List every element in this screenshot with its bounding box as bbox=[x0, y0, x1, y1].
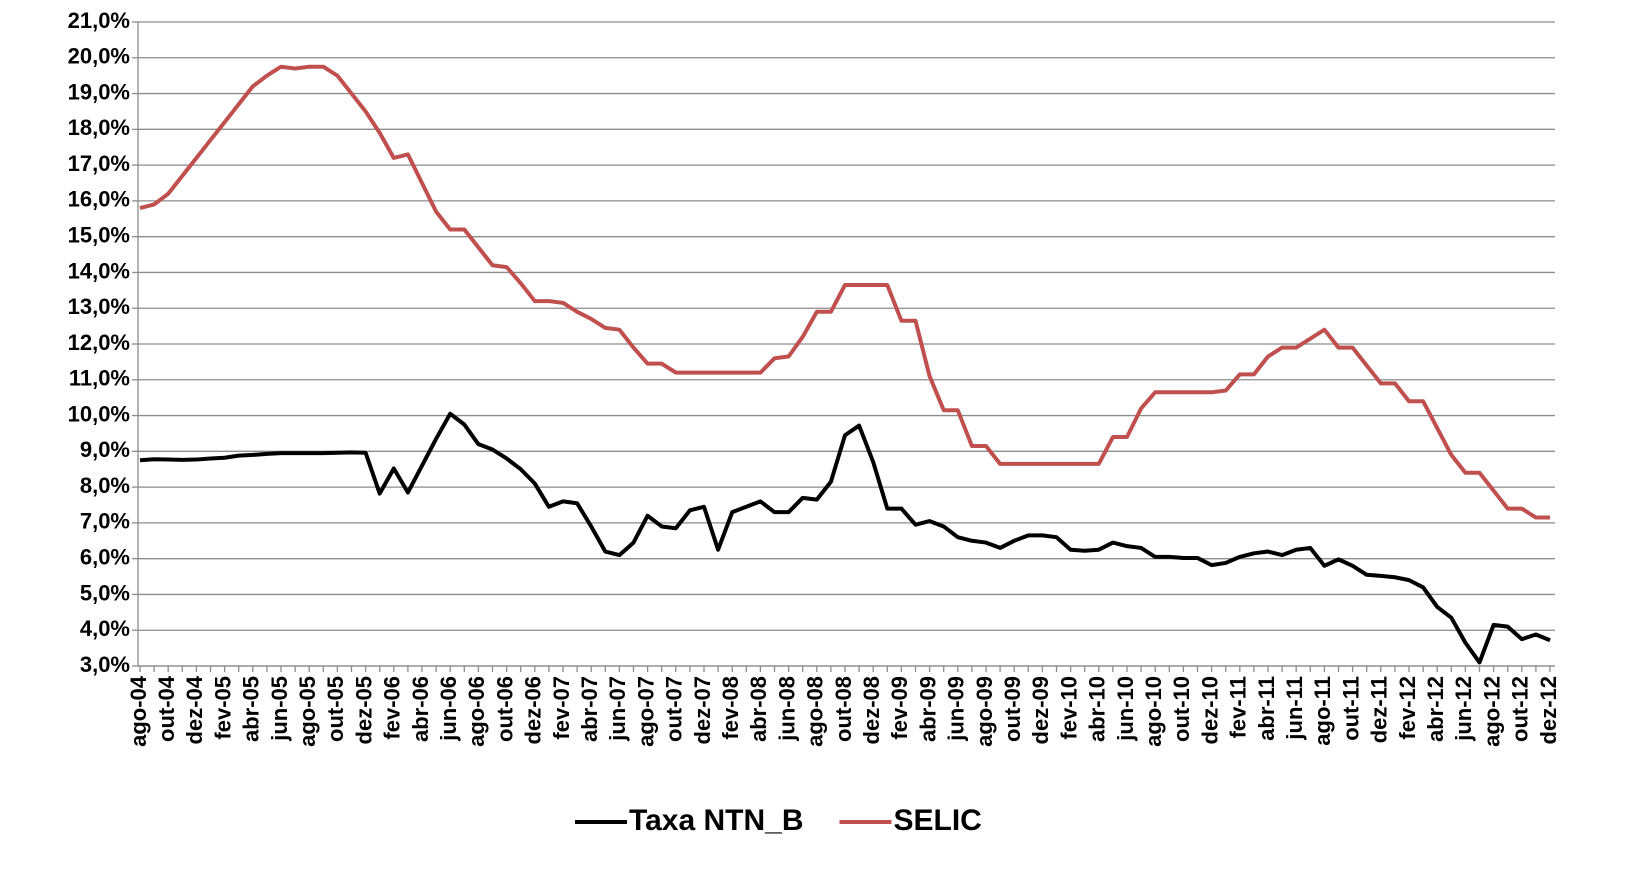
x-tick-label: out-07 bbox=[662, 676, 687, 742]
x-tick-label: jun-08 bbox=[774, 676, 799, 742]
y-tick-label: 14,0% bbox=[68, 258, 130, 283]
x-tick-label: abr-05 bbox=[239, 676, 264, 742]
x-tick-label: out-09 bbox=[1000, 676, 1025, 742]
x-tick-label: jun-12 bbox=[1451, 676, 1476, 742]
y-tick-label: 10,0% bbox=[68, 401, 130, 426]
y-tick-label: 4,0% bbox=[80, 616, 130, 641]
legend-label: SELIC bbox=[894, 804, 982, 837]
y-tick-label: 15,0% bbox=[68, 222, 130, 247]
x-tick-label: jun-06 bbox=[436, 676, 461, 742]
x-tick-label: ago-08 bbox=[803, 676, 828, 747]
y-tick-label: 19,0% bbox=[68, 79, 130, 104]
x-tick-label: fev-12 bbox=[1395, 676, 1420, 740]
y-tick-label: 5,0% bbox=[80, 580, 130, 605]
x-tick-label: ago-11 bbox=[1310, 676, 1335, 746]
y-tick-label: 17,0% bbox=[68, 151, 130, 176]
x-tick-label: abr-12 bbox=[1423, 676, 1448, 742]
x-tick-label: ago-07 bbox=[633, 676, 658, 747]
x-tick-label: abr-11 bbox=[1254, 676, 1279, 741]
x-tick-label: dez-12 bbox=[1536, 676, 1561, 744]
x-tick-label: dez-08 bbox=[859, 676, 884, 744]
y-tick-label: 13,0% bbox=[68, 294, 130, 319]
x-tick-label: out-11 bbox=[1338, 676, 1363, 741]
x-tick-label: fev-06 bbox=[380, 676, 405, 740]
x-tick-label: dez-05 bbox=[351, 676, 376, 744]
x-tick-label: ago-09 bbox=[972, 676, 997, 747]
x-tick-label: dez-04 bbox=[182, 675, 207, 744]
x-tick-label: out-12 bbox=[1508, 676, 1533, 742]
x-tick-label: dez-11 bbox=[1367, 676, 1392, 743]
x-tick-label: fev-09 bbox=[887, 676, 912, 740]
x-tick-label: abr-10 bbox=[1085, 676, 1110, 742]
series-line bbox=[139, 411, 1551, 665]
y-tick-label: 12,0% bbox=[68, 330, 130, 355]
x-tick-label: fev-07 bbox=[549, 676, 574, 740]
x-tick-label: abr-08 bbox=[746, 676, 771, 742]
x-tick-label: ago-05 bbox=[295, 676, 320, 747]
x-tick-label: out-04 bbox=[154, 675, 179, 742]
x-tick-label: fev-10 bbox=[1056, 676, 1081, 740]
x-tick-label: abr-06 bbox=[408, 676, 433, 742]
series-line bbox=[139, 64, 1550, 520]
y-tick-label: 9,0% bbox=[80, 437, 130, 462]
x-tick-label: jun-10 bbox=[1113, 676, 1138, 742]
x-tick-label: abr-07 bbox=[577, 676, 602, 742]
x-tick-label: fev-11 bbox=[1226, 676, 1251, 738]
x-tick-label: dez-07 bbox=[690, 676, 715, 744]
x-tick-label: out-08 bbox=[831, 676, 856, 742]
x-tick-label: dez-09 bbox=[1028, 676, 1053, 744]
y-tick-label: 7,0% bbox=[80, 509, 130, 534]
x-tick-label: jun-11 bbox=[1282, 676, 1307, 741]
y-tick-label: 3,0% bbox=[80, 652, 130, 677]
x-tick-label: dez-06 bbox=[521, 676, 546, 744]
x-tick-label: ago-12 bbox=[1479, 676, 1504, 747]
x-tick-label: jun-05 bbox=[267, 676, 292, 742]
x-tick-label: out-06 bbox=[492, 676, 517, 742]
y-tick-label: 8,0% bbox=[80, 473, 130, 498]
legend-label: Taxa NTN_B bbox=[629, 804, 804, 837]
x-tick-label: ago-10 bbox=[1141, 676, 1166, 747]
x-tick-label: out-05 bbox=[323, 676, 348, 742]
x-tick-label: out-10 bbox=[1169, 676, 1194, 742]
y-tick-label: 20,0% bbox=[68, 44, 130, 69]
y-tick-label: 21,0% bbox=[68, 8, 130, 33]
y-tick-label: 16,0% bbox=[68, 187, 130, 212]
x-tick-label: fev-08 bbox=[718, 676, 743, 740]
x-tick-label: jun-09 bbox=[944, 676, 969, 742]
x-tick-label: fev-05 bbox=[210, 676, 235, 740]
y-tick-label: 6,0% bbox=[80, 544, 130, 569]
x-tick-label: abr-09 bbox=[915, 676, 940, 742]
y-tick-label: 11,0% bbox=[69, 366, 130, 391]
x-tick-label: ago-06 bbox=[464, 676, 489, 747]
y-tick-label: 18,0% bbox=[68, 115, 130, 140]
x-tick-label: jun-07 bbox=[605, 676, 630, 742]
x-tick-label: dez-10 bbox=[1197, 676, 1222, 744]
x-tick-label: ago-04 bbox=[126, 675, 151, 747]
